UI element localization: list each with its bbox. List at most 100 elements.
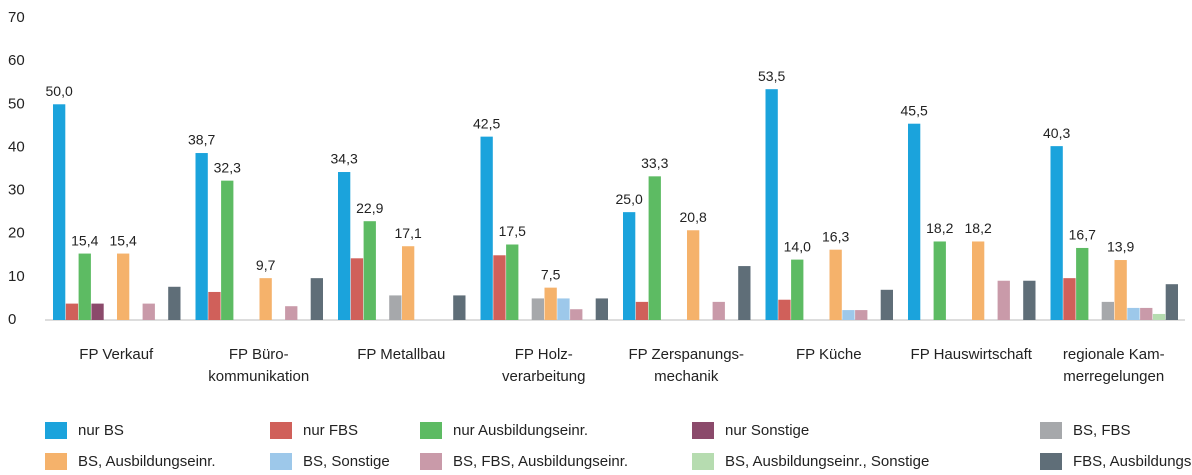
bar	[738, 266, 751, 320]
bar	[1165, 284, 1178, 320]
bar	[712, 301, 725, 320]
legend-swatch	[1040, 422, 1062, 439]
x-tick-label: FP Büro-kommunikation	[208, 346, 309, 385]
data-label: 15,4	[71, 232, 98, 248]
bar	[1023, 280, 1036, 320]
bar	[1152, 313, 1166, 320]
legend-swatch	[270, 453, 292, 470]
bar	[687, 230, 700, 320]
bar	[117, 253, 130, 320]
bar	[544, 287, 557, 320]
bar	[570, 309, 583, 320]
data-label: 20,8	[680, 209, 707, 225]
x-tick-label: FP Küche	[796, 346, 862, 363]
data-label: 40,3	[1043, 125, 1070, 141]
bar	[765, 89, 778, 320]
legend-swatch	[45, 453, 67, 470]
data-label: 7,5	[541, 266, 561, 282]
legend-label: nur BS	[78, 422, 124, 439]
bar	[91, 303, 104, 320]
x-tick-label: FP Metallbau	[357, 346, 445, 363]
data-label: 13,9	[1107, 239, 1134, 255]
bar	[453, 295, 466, 320]
data-label: 53,5	[758, 68, 785, 84]
data-label: 16,7	[1069, 227, 1096, 243]
y-tick-label: 60	[8, 52, 25, 69]
legend-swatch	[45, 422, 67, 439]
y-tick-label: 20	[8, 225, 25, 242]
bar	[506, 244, 519, 320]
data-label: 25,0	[616, 191, 643, 207]
bar	[208, 291, 221, 320]
x-tick-label: FP Verkauf	[79, 346, 154, 363]
legend-label: BS, FBS, Ausbildungseinr.	[453, 453, 628, 470]
legend-swatch	[692, 453, 714, 470]
bar	[648, 176, 661, 320]
data-label: 50,0	[46, 83, 73, 99]
bar	[259, 278, 272, 320]
legend-swatch	[692, 422, 714, 439]
legend-label: nur Ausbildungseinr.	[453, 422, 588, 439]
bar	[168, 286, 181, 320]
data-label: 14,0	[784, 238, 811, 254]
bar	[635, 301, 649, 320]
bar	[791, 259, 804, 320]
data-label: 38,7	[188, 132, 215, 148]
legend-swatch	[420, 453, 442, 470]
bar	[623, 212, 636, 320]
legend-label: BS, FBS	[1073, 422, 1131, 439]
bar	[480, 136, 493, 320]
x-tick-label: FP Holz-verarbeitung	[502, 346, 585, 385]
legend-label: BS, Ausbildungseinr., Sonstige	[725, 453, 929, 470]
bar	[778, 299, 791, 320]
data-label: 33,3	[641, 155, 668, 171]
data-label: 16,3	[822, 228, 849, 244]
bar	[53, 104, 66, 321]
bar	[285, 306, 298, 320]
bar	[1050, 146, 1063, 320]
bar	[842, 310, 855, 320]
bar	[1114, 260, 1127, 320]
bar	[557, 298, 570, 320]
data-label: 45,5	[901, 102, 928, 118]
bar	[1140, 307, 1153, 320]
bar	[493, 255, 506, 320]
bar	[65, 303, 79, 320]
data-label: 22,9	[356, 200, 383, 216]
y-tick-label: 40	[8, 138, 25, 155]
data-label: 32,3	[214, 159, 241, 175]
bar	[142, 303, 155, 320]
bar	[997, 280, 1010, 320]
legend-label: BS, Sonstige	[303, 453, 390, 470]
bar	[908, 123, 921, 320]
bar	[402, 246, 415, 320]
bar	[221, 180, 234, 320]
data-label: 18,2	[965, 220, 992, 236]
bar	[1101, 301, 1114, 320]
bar	[1076, 247, 1089, 320]
x-tick-label: FP Hauswirtschaft	[911, 346, 1033, 363]
bar	[310, 278, 323, 320]
x-tick-label: regionale Kam-merregelungen	[1063, 346, 1165, 385]
data-label: 15,4	[110, 232, 137, 248]
bar	[350, 258, 364, 320]
data-label: 9,7	[256, 257, 276, 273]
bar	[531, 298, 544, 320]
data-label: 17,1	[395, 225, 422, 241]
data-label: 17,5	[499, 223, 526, 239]
y-tick-label: 70	[8, 9, 25, 26]
y-tick-label: 30	[8, 182, 25, 199]
bar	[195, 153, 208, 320]
y-tick-label: 0	[8, 311, 16, 328]
y-tick-label: 50	[8, 95, 25, 112]
bar	[1063, 278, 1076, 320]
data-label: 18,2	[926, 220, 953, 236]
data-label: 42,5	[473, 115, 500, 131]
x-tick-label: FP Zerspanungs-mechanik	[628, 346, 744, 385]
legend-label: FBS, Ausbildungseinr.	[1073, 453, 1192, 470]
legend-swatch	[270, 422, 292, 439]
bar	[829, 249, 842, 320]
bar	[880, 289, 893, 320]
bar	[389, 295, 402, 320]
